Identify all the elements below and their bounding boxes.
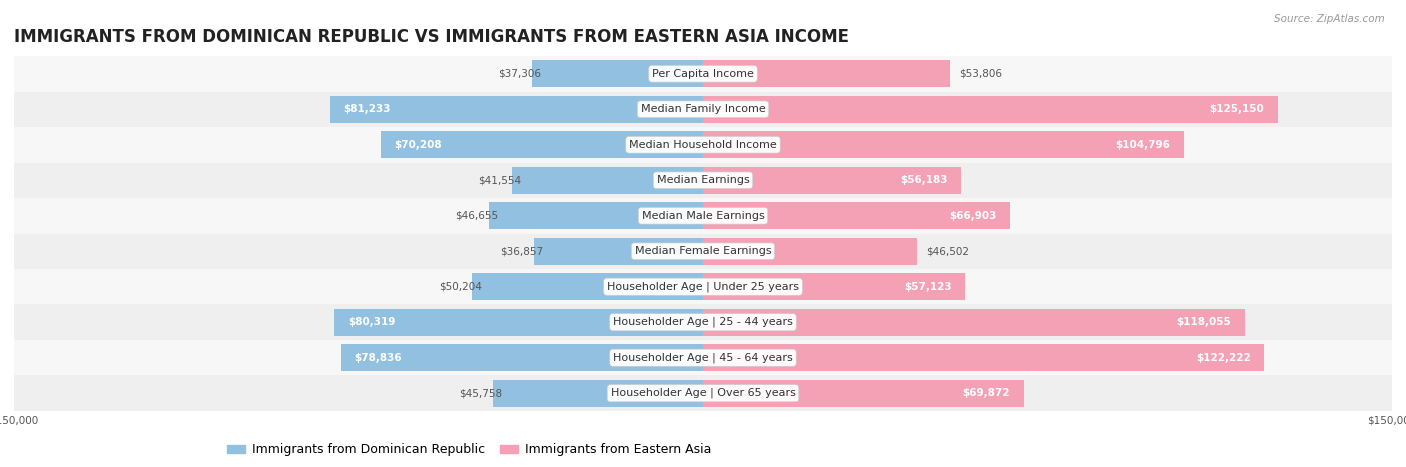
- Text: $36,857: $36,857: [499, 246, 543, 256]
- Text: $104,796: $104,796: [1116, 140, 1171, 150]
- Bar: [472, 274, 703, 300]
- Text: $41,554: $41,554: [478, 175, 522, 185]
- Legend: Immigrants from Dominican Republic, Immigrants from Eastern Asia: Immigrants from Dominican Republic, Immi…: [222, 439, 716, 461]
- Text: $70,208: $70,208: [394, 140, 441, 150]
- Text: $46,655: $46,655: [454, 211, 498, 221]
- Bar: [14, 304, 1392, 340]
- Bar: [703, 380, 1024, 406]
- Bar: [14, 269, 1392, 304]
- Text: $53,806: $53,806: [959, 69, 1002, 79]
- Bar: [335, 309, 703, 335]
- Text: $45,758: $45,758: [458, 388, 502, 398]
- Bar: [381, 132, 703, 158]
- Text: Householder Age | 45 - 64 years: Householder Age | 45 - 64 years: [613, 353, 793, 363]
- Bar: [703, 274, 966, 300]
- Bar: [703, 345, 1264, 371]
- Bar: [512, 167, 703, 193]
- Text: $56,183: $56,183: [900, 175, 948, 185]
- Text: $50,204: $50,204: [439, 282, 482, 292]
- Text: Per Capita Income: Per Capita Income: [652, 69, 754, 79]
- Bar: [703, 96, 1278, 123]
- Bar: [703, 309, 1246, 335]
- Text: Median Male Earnings: Median Male Earnings: [641, 211, 765, 221]
- Bar: [494, 380, 703, 406]
- Text: Source: ZipAtlas.com: Source: ZipAtlas.com: [1274, 14, 1385, 24]
- Text: $118,055: $118,055: [1177, 317, 1232, 327]
- Text: Median Household Income: Median Household Income: [628, 140, 778, 150]
- Text: $37,306: $37,306: [498, 69, 541, 79]
- Text: $46,502: $46,502: [925, 246, 969, 256]
- Text: $81,233: $81,233: [343, 104, 391, 114]
- Text: Median Family Income: Median Family Income: [641, 104, 765, 114]
- Text: $57,123: $57,123: [904, 282, 952, 292]
- Text: $78,836: $78,836: [354, 353, 402, 363]
- Text: Householder Age | Over 65 years: Householder Age | Over 65 years: [610, 388, 796, 398]
- Bar: [14, 92, 1392, 127]
- Bar: [703, 167, 962, 193]
- Text: Median Earnings: Median Earnings: [657, 175, 749, 185]
- Bar: [703, 132, 1184, 158]
- Bar: [489, 203, 703, 229]
- Bar: [14, 56, 1392, 92]
- Bar: [340, 345, 703, 371]
- Bar: [534, 238, 703, 264]
- Bar: [14, 375, 1392, 411]
- Text: $122,222: $122,222: [1197, 353, 1250, 363]
- Text: Householder Age | 25 - 44 years: Householder Age | 25 - 44 years: [613, 317, 793, 327]
- Bar: [703, 60, 950, 87]
- Bar: [531, 60, 703, 87]
- Text: $66,903: $66,903: [949, 211, 997, 221]
- Text: $80,319: $80,319: [347, 317, 395, 327]
- Text: Median Female Earnings: Median Female Earnings: [634, 246, 772, 256]
- Bar: [703, 203, 1011, 229]
- Bar: [14, 163, 1392, 198]
- Text: IMMIGRANTS FROM DOMINICAN REPUBLIC VS IMMIGRANTS FROM EASTERN ASIA INCOME: IMMIGRANTS FROM DOMINICAN REPUBLIC VS IM…: [14, 28, 849, 46]
- Bar: [703, 238, 917, 264]
- Text: Householder Age | Under 25 years: Householder Age | Under 25 years: [607, 282, 799, 292]
- Text: $69,872: $69,872: [963, 388, 1010, 398]
- Bar: [14, 340, 1392, 375]
- Bar: [14, 127, 1392, 163]
- Text: $125,150: $125,150: [1209, 104, 1264, 114]
- Bar: [14, 234, 1392, 269]
- Bar: [14, 198, 1392, 234]
- Bar: [330, 96, 703, 123]
